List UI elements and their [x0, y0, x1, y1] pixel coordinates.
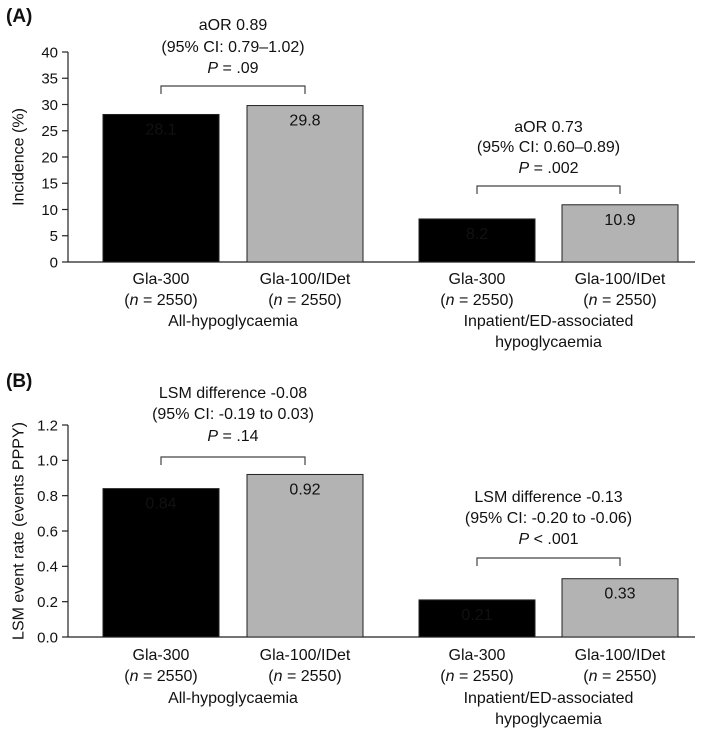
group-label: hypoglycaemia — [495, 334, 602, 351]
category-label: Gla-100/IDet — [260, 271, 351, 288]
bar-value-label: 28.1 — [145, 121, 176, 138]
group-label: Inpatient/ED-associated — [464, 690, 634, 707]
bar-value-label: 0.92 — [289, 481, 320, 498]
sample-size-label: (n = 2550) — [268, 292, 341, 309]
bar-gla-300 — [418, 218, 536, 263]
annotation-statistic: aOR 0.89 — [199, 17, 268, 34]
y-tick-label: 20 — [41, 149, 58, 166]
annotation-ci: (95% CI: -0.19 to 0.03) — [152, 406, 314, 423]
group-label: hypoglycaemia — [495, 711, 602, 728]
y-tick-label: 0.4 — [37, 559, 58, 576]
bar-value-label: 8.2 — [466, 226, 488, 243]
sample-size-label: (n = 2550) — [440, 668, 513, 685]
y-tick-label: 1.0 — [37, 453, 58, 470]
y-tick-label: 30 — [41, 97, 58, 114]
bar-gla-300 — [102, 488, 220, 638]
sample-size-label: (n = 2550) — [124, 668, 197, 685]
y-tick-label: 15 — [41, 176, 58, 193]
bar-value-label: 0.84 — [145, 496, 176, 513]
annotation-statistic: LSM difference -0.08 — [159, 385, 307, 402]
y-tick-label: 0.8 — [37, 488, 58, 505]
annotation-ci: (95% CI: -0.20 to -0.06) — [465, 510, 632, 527]
sample-size-label: (n = 2550) — [583, 668, 656, 685]
y-axis-label: LSM event rate (events PPPY) — [11, 422, 28, 640]
category-label: Gla-100/IDet — [260, 647, 351, 664]
group-label: All-hypoglycaemia — [168, 690, 298, 707]
bar-value-label: 10.9 — [604, 212, 635, 229]
y-tick-label: 35 — [41, 71, 58, 88]
bar-gla-300 — [418, 599, 536, 638]
comparison-bracket — [160, 85, 306, 94]
panel-label: (A) — [6, 6, 32, 27]
comparison-bracket — [476, 185, 621, 194]
annotation-p-value: P = .002 — [518, 160, 578, 177]
annotation-p-value: P = .09 — [207, 60, 258, 77]
category-label: Gla-100/IDet — [575, 647, 666, 664]
bar-gla-100-idet — [246, 473, 364, 638]
y-axis-label: Incidence (%) — [11, 108, 28, 206]
y-tick-label: 0.6 — [37, 523, 58, 540]
category-label: Gla-300 — [449, 271, 506, 288]
annotation-statistic: LSM difference -0.13 — [474, 489, 622, 506]
y-tick-label: 10 — [41, 202, 58, 219]
sample-size-label: (n = 2550) — [268, 668, 341, 685]
y-tick-label: 40 — [41, 44, 58, 61]
y-tick-label: 0.2 — [37, 594, 58, 611]
comparison-bracket — [476, 557, 621, 566]
annotation-p-value: P = .14 — [207, 428, 258, 445]
y-tick-label: 0 — [50, 254, 58, 271]
sample-size-label: (n = 2550) — [583, 292, 656, 309]
annotation-p-value: P < .001 — [518, 531, 578, 548]
y-tick-label: 0.0 — [37, 629, 58, 646]
chart-panel-b: (B) LSM event rate (events PPPY) 0.0 0.2 0.4… — [6, 371, 695, 728]
bar-gla-100-idet — [561, 204, 679, 263]
category-label: Gla-300 — [133, 271, 190, 288]
bar-value-label: 0.21 — [461, 607, 492, 624]
group-label: All-hypoglycaemia — [168, 313, 298, 330]
sample-size-label: (n = 2550) — [440, 292, 513, 309]
y-tick-label: 1.2 — [37, 417, 58, 434]
annotation-ci: (95% CI: 0.79–1.02) — [161, 39, 304, 56]
group-label: Inpatient/ED-associated — [464, 313, 634, 330]
bar-gla-100-idet — [246, 105, 364, 263]
y-tick-label: 25 — [41, 123, 58, 140]
category-label: Gla-300 — [133, 647, 190, 664]
panel-label: (B) — [6, 371, 32, 392]
category-label: Gla-300 — [449, 647, 506, 664]
category-label: Gla-100/IDet — [575, 271, 666, 288]
sample-size-label: (n = 2550) — [124, 292, 197, 309]
comparison-bracket — [160, 456, 306, 465]
bar-value-label: 29.8 — [289, 113, 320, 130]
bar-gla-300 — [102, 113, 220, 263]
y-tick-label: 5 — [50, 228, 58, 245]
annotation-ci: (95% CI: 0.60–0.89) — [477, 139, 620, 156]
chart-panel-a: (A) Incidence (%) 0 5 10 15 20 25 30 35 40 28.1 Gla-… — [6, 6, 695, 351]
bar-gla-100-idet — [561, 578, 679, 638]
bar-value-label: 0.33 — [604, 586, 635, 603]
annotation-statistic: aOR 0.73 — [514, 119, 583, 136]
